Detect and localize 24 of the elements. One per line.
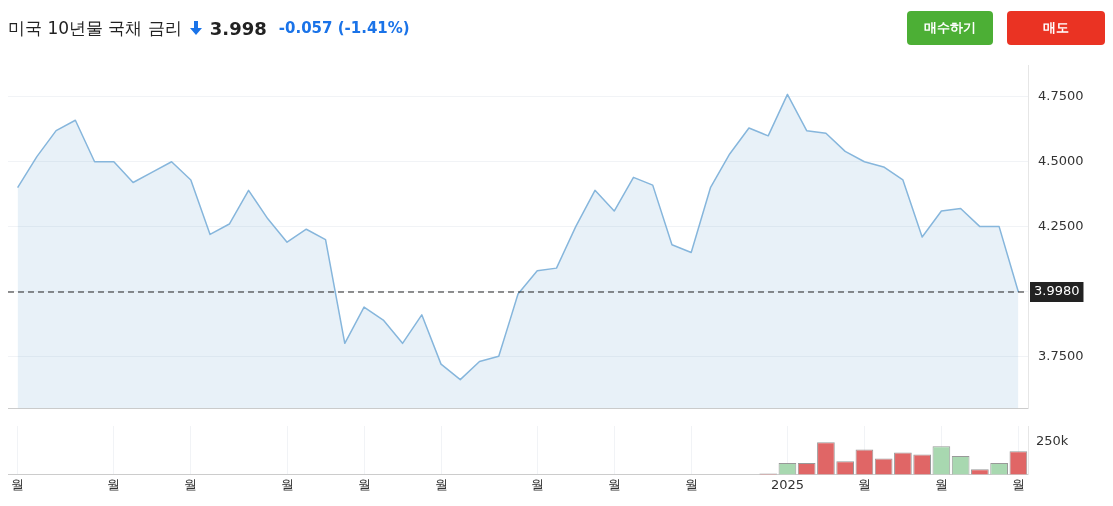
text: -0.057 (-1.41%) [278, 19, 410, 37]
text: 250k [1036, 433, 1069, 449]
x-tick-label: 월 [530, 476, 544, 492]
x-tick-label: 월 [934, 476, 948, 492]
x-tick-label: 월 [280, 476, 294, 492]
x-tick-label: 월 [184, 476, 198, 492]
x-tick-label: 월 [357, 476, 371, 492]
x-tick-label: 월 [684, 476, 698, 492]
y-tick-label: 4.5000 [1038, 153, 1084, 169]
text: 3.998 [209, 17, 267, 39]
x-tick-label: 월 [857, 476, 871, 492]
x-tick-label: 월 [434, 476, 448, 492]
x-tick-label: 월 [1011, 476, 1025, 492]
y-tick-label: 4.7500 [1038, 88, 1084, 104]
text: 매수하기 [907, 11, 993, 45]
x-tick-label: 월 [607, 476, 621, 492]
x-tick-label: 월 [11, 476, 25, 492]
x-tick-label: 2025 [770, 476, 804, 492]
y-tick-label: 3.7500 [1038, 347, 1084, 363]
y-tick-label: 4.2500 [1038, 218, 1084, 233]
ref-line-label: 3.9980 [1034, 283, 1080, 299]
chart-title: 미국 10년물 국채 금리 [8, 16, 182, 40]
x-tick-label: 월 [107, 476, 121, 492]
text: 매도 [1007, 11, 1105, 45]
